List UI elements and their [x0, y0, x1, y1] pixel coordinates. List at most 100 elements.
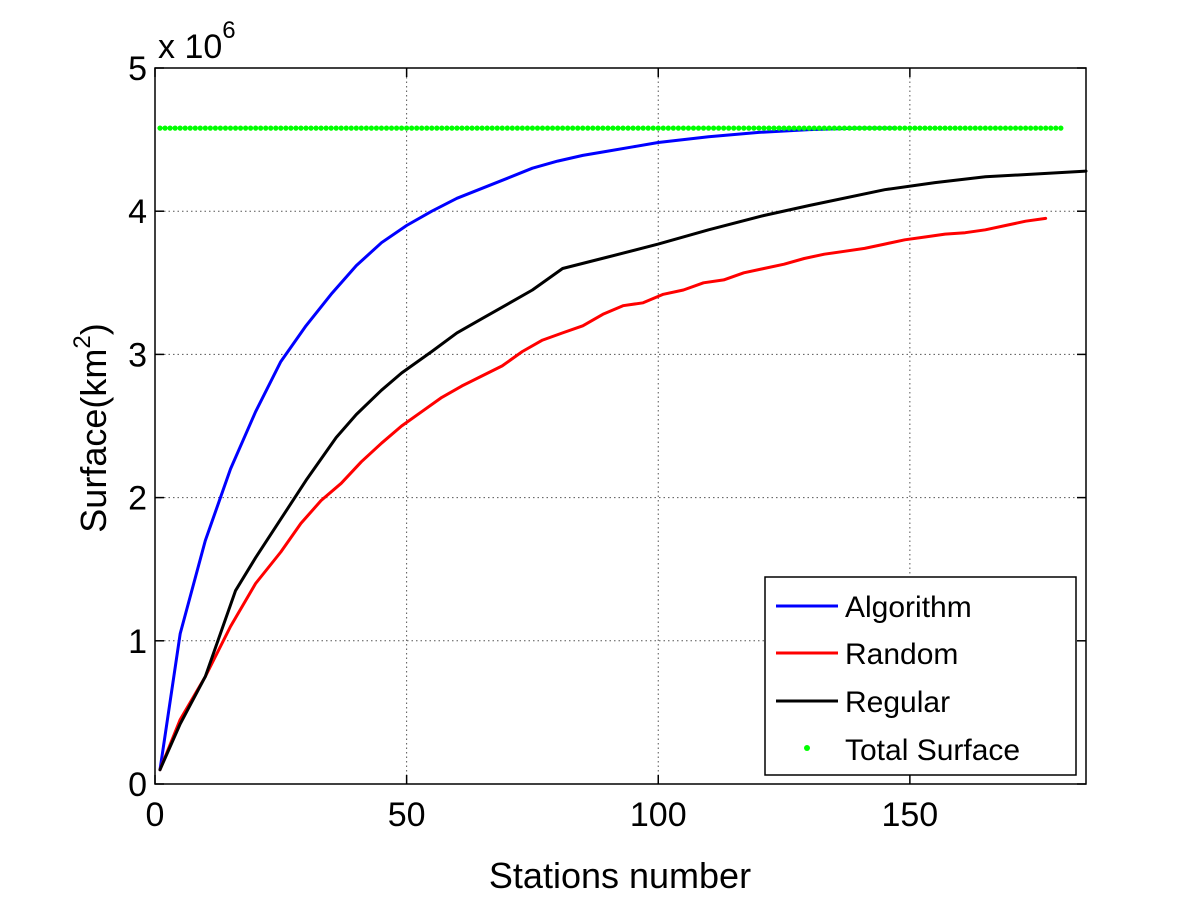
total-surface-point [746, 125, 752, 131]
total-surface-point [806, 125, 812, 131]
total-surface-point [172, 125, 178, 131]
total-surface-point [700, 125, 707, 131]
total-surface-point [982, 125, 988, 131]
x-tick-label: 150 [881, 796, 938, 834]
y-tick-label: 1 [128, 623, 147, 661]
total-surface-point [353, 125, 359, 131]
total-surface-point [927, 125, 933, 131]
total-surface-point [283, 125, 289, 131]
total-surface-point [288, 125, 294, 131]
total-surface-point [217, 125, 224, 131]
legend-label-algorithm: Algorithm [845, 591, 972, 624]
total-surface-point [751, 125, 757, 131]
total-surface-point [680, 125, 687, 131]
total-surface-point [273, 125, 279, 131]
total-surface-point [439, 125, 445, 131]
total-surface-point [660, 125, 666, 131]
total-surface-point [846, 125, 853, 131]
total-surface-point [670, 125, 676, 131]
total-surface-point [358, 125, 364, 131]
legend-label-regular: Regular [845, 686, 950, 719]
total-surface-point [831, 125, 837, 131]
total-surface-point [298, 125, 304, 131]
total-surface-point [1023, 125, 1029, 131]
total-surface-point [479, 125, 485, 131]
total-surface-point [348, 125, 354, 131]
total-surface-point [877, 125, 883, 131]
total-surface-point [771, 125, 777, 131]
total-surface-point [585, 125, 591, 131]
total-surface-point [253, 125, 259, 131]
total-surface-point [615, 125, 621, 131]
total-surface-point [741, 125, 747, 131]
total-surface-point [202, 125, 208, 131]
total-surface-point [867, 125, 873, 131]
total-surface-point [368, 125, 374, 131]
ticks: 0 50 100 150 0 1 2 3 4 5 [128, 50, 1086, 834]
legend-label-random: Random [845, 638, 958, 671]
total-surface-point [383, 125, 390, 131]
total-surface-point [952, 125, 958, 131]
total-surface-point [731, 125, 737, 131]
y-axis-label-superscript: 2 [69, 335, 96, 348]
total-surface-point [766, 125, 772, 131]
total-surface-point [605, 125, 611, 131]
total-surface-point [902, 125, 908, 131]
total-surface-point [1028, 125, 1034, 131]
total-surface-point [967, 125, 973, 131]
total-surface-point [565, 125, 571, 131]
total-surface-point [600, 125, 606, 131]
total-surface-point [519, 125, 525, 131]
total-surface-point [851, 125, 858, 131]
total-surface-point [861, 125, 868, 131]
total-surface-point [504, 125, 510, 131]
total-surface-point [776, 125, 782, 131]
total-surface-point [539, 125, 546, 131]
x-axis-label: Stations number [489, 855, 751, 896]
total-surface-point [424, 125, 430, 131]
total-surface-point [192, 125, 198, 131]
total-surface-point [992, 125, 999, 131]
total-surface-point [303, 125, 309, 131]
total-surface-point [836, 125, 843, 131]
x-tick-label: 0 [146, 796, 165, 834]
y-axis-label: Surface(km2) [69, 323, 114, 532]
total-surface-point [157, 125, 163, 131]
total-surface-point [499, 125, 505, 131]
total-surface-point [695, 125, 702, 131]
total-surface-point [454, 125, 460, 131]
total-surface-point [328, 125, 334, 131]
total-surface-point [207, 125, 213, 131]
total-surface-point [338, 125, 344, 131]
total-surface-point [409, 125, 415, 131]
total-surface-point [444, 125, 450, 131]
total-surface-point [816, 125, 822, 131]
legend-box [764, 576, 1077, 776]
total-surface-point [821, 125, 827, 131]
total-surface-point [469, 125, 475, 131]
total-surface-point [841, 125, 848, 131]
total-surface-point [801, 125, 807, 131]
total-surface-point [721, 125, 727, 131]
total-surface-point [786, 125, 792, 131]
total-surface-point [268, 125, 274, 131]
total-surface-point [872, 125, 878, 131]
legend-label-total-surface: Total Surface [845, 734, 1020, 767]
total-surface-point [1007, 125, 1014, 131]
total-surface-point [665, 125, 671, 131]
total-surface-point [675, 125, 681, 131]
total-surface-point [997, 125, 1004, 131]
total-surface-point [544, 125, 551, 131]
total-surface-point [278, 125, 284, 131]
total-surface-point [494, 125, 500, 131]
total-surface-point [560, 125, 566, 131]
total-surface-point [892, 125, 898, 131]
total-surface-point [947, 125, 953, 131]
total-surface-point [1053, 125, 1059, 131]
series-line-algorithm [158, 126, 897, 772]
series-line-regular [158, 169, 1088, 772]
total-surface-point [630, 125, 636, 131]
total-surface-point [333, 125, 339, 131]
total-surface-point [434, 125, 440, 131]
total-surface-point [826, 125, 832, 131]
